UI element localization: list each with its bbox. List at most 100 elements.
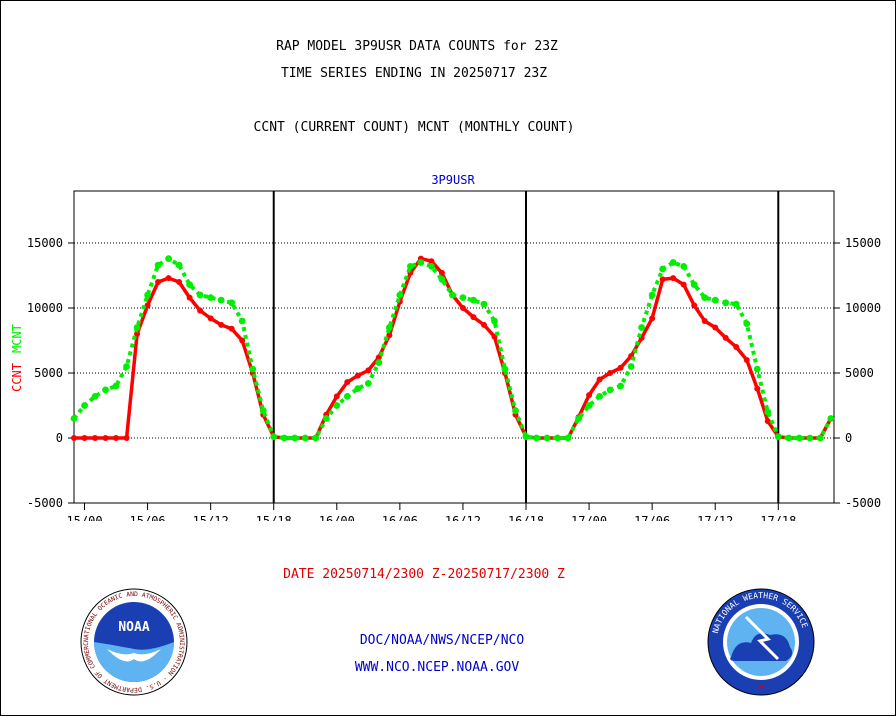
data-point-mcnt: [585, 402, 593, 409]
data-point-ccnt: [81, 435, 88, 441]
data-point-ccnt: [480, 321, 487, 328]
x-tick-label: 15/18: [256, 514, 292, 521]
data-point-ccnt: [617, 364, 624, 371]
x-tick-label: 16/12: [445, 514, 481, 521]
data-point-mcnt: [659, 265, 667, 273]
data-point-mcnt: [669, 259, 677, 266]
data-point-ccnt: [123, 435, 130, 441]
x-tick-label: 16/00: [319, 514, 355, 521]
y-tick-label-left: -5000: [27, 496, 63, 510]
data-point-ccnt: [92, 435, 99, 441]
data-point-mcnt: [638, 324, 646, 331]
data-point-mcnt: [364, 380, 372, 387]
y-tick-label-left: 15000: [27, 236, 63, 250]
data-point-ccnt: [155, 279, 162, 285]
y-tick-label-left: 0: [56, 431, 63, 445]
data-point-mcnt: [564, 434, 572, 442]
x-tick-label: 15/00: [66, 514, 102, 521]
data-point-ccnt: [764, 418, 771, 425]
data-point-mcnt: [396, 291, 404, 299]
plot-frame: [73, 190, 835, 504]
data-point-ccnt: [71, 435, 77, 441]
data-point-mcnt: [701, 294, 709, 301]
data-point-mcnt: [627, 363, 635, 370]
data-point-ccnt: [649, 315, 656, 322]
data-point-mcnt: [81, 402, 88, 409]
data-point-ccnt: [102, 435, 109, 441]
nws-star-icon: ★: [758, 681, 764, 692]
data-point-mcnt: [249, 365, 257, 373]
x-tick-label: 16/18: [508, 514, 544, 521]
data-point-mcnt: [301, 434, 309, 442]
data-point-mcnt: [70, 415, 78, 422]
data-point-mcnt: [680, 263, 688, 270]
data-point-mcnt: [144, 291, 151, 299]
data-point-ccnt: [176, 279, 183, 285]
y-tick-label-left: 10000: [27, 301, 63, 315]
data-point-mcnt: [732, 300, 740, 308]
y-tick-label-right: -5000: [845, 496, 881, 510]
data-point-mcnt: [690, 281, 698, 288]
x-tick-label: 15/12: [193, 514, 229, 521]
x-tick-label: 16/06: [382, 514, 418, 521]
data-point-ccnt: [186, 294, 193, 301]
y-axis-label-ccnt: CCNT: [10, 363, 24, 392]
nws-logo: ★ NATIONAL WEATHER SERVICE: [707, 588, 815, 696]
data-point-ccnt: [207, 315, 214, 322]
data-point-ccnt: [386, 332, 393, 339]
data-point-mcnt: [596, 393, 603, 400]
data-point-mcnt: [217, 296, 225, 304]
data-point-mcnt: [648, 291, 656, 299]
data-point-mcnt: [154, 261, 162, 269]
x-tick-label: 17/12: [697, 514, 733, 521]
y-tick-label-right: 15000: [845, 236, 881, 250]
data-point-mcnt: [806, 434, 814, 442]
data-point-mcnt: [785, 434, 793, 442]
data-point-mcnt: [406, 263, 414, 270]
data-point-mcnt: [427, 263, 435, 270]
data-point-ccnt: [239, 337, 246, 344]
data-point-ccnt: [113, 435, 120, 441]
data-point-ccnt: [228, 325, 235, 332]
plot-title: 3P9USR: [431, 173, 475, 187]
data-point-mcnt: [512, 407, 519, 415]
data-point-ccnt: [428, 258, 435, 265]
data-point-ccnt: [722, 334, 729, 341]
data-point-mcnt: [228, 299, 236, 307]
url-line: WWW.NCO.NCEP.NOAA.GOV: [354, 660, 520, 675]
y-tick-label-left: 5000: [34, 366, 63, 380]
y-axis-title: CCNT MCNT: [10, 324, 24, 392]
data-point-ccnt: [459, 305, 466, 311]
data-point-mcnt: [112, 382, 120, 390]
data-point-ccnt: [712, 324, 719, 331]
data-point-ccnt: [375, 354, 382, 361]
data-point-mcnt: [375, 359, 383, 366]
data-point-ccnt: [586, 392, 593, 399]
data-point-ccnt: [607, 370, 614, 376]
data-point-ccnt: [596, 376, 603, 383]
y-tick-label-right: 10000: [845, 301, 881, 315]
data-point-mcnt: [753, 365, 761, 373]
data-point-mcnt: [743, 320, 751, 327]
data-point-ccnt: [344, 379, 351, 386]
data-point-ccnt: [144, 302, 151, 309]
x-tick-label: 17/00: [571, 514, 607, 521]
data-point-ccnt: [659, 276, 666, 283]
data-point-mcnt: [312, 434, 320, 442]
data-point-mcnt: [133, 324, 141, 331]
data-point-mcnt: [322, 415, 330, 422]
noaa-logo-text: NOAA: [118, 620, 149, 635]
data-point-ccnt: [470, 314, 477, 321]
data-point-mcnt: [270, 433, 278, 441]
data-point-ccnt: [670, 275, 677, 282]
data-point-mcnt: [459, 294, 467, 301]
data-point-ccnt: [333, 393, 340, 400]
data-point-mcnt: [606, 386, 614, 394]
data-point-mcnt: [774, 433, 782, 441]
date-range: DATE 20250714/2300 Z-20250717/2300 Z: [283, 567, 565, 582]
data-point-mcnt: [280, 434, 288, 442]
data-point-mcnt: [795, 434, 803, 442]
series-layer: [70, 255, 835, 442]
data-point-mcnt: [207, 294, 215, 301]
